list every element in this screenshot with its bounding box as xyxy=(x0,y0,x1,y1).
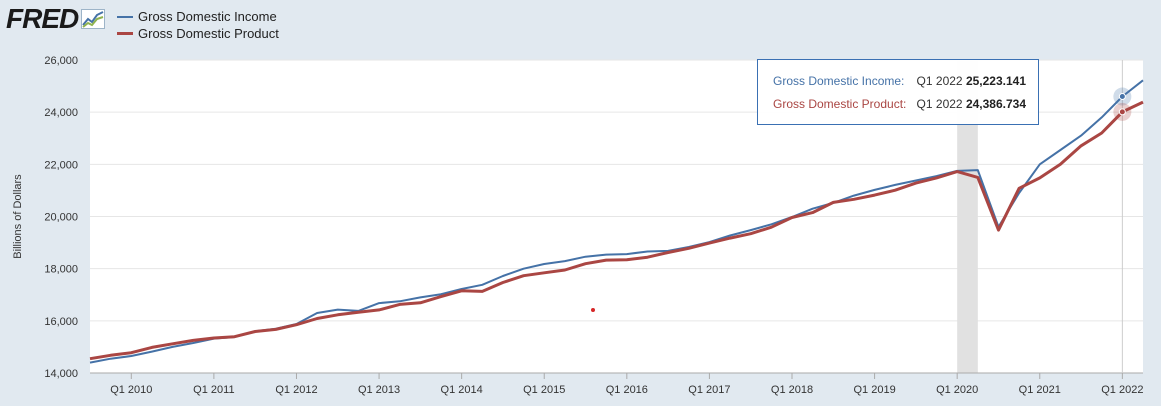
x-tick-label: Q1 2013 xyxy=(358,384,400,396)
x-tick-label: Q1 2012 xyxy=(275,384,317,396)
x-tick-label: Q1 2017 xyxy=(688,384,730,396)
y-tick-label: 22,000 xyxy=(44,159,78,171)
x-tick-label: Q1 2015 xyxy=(523,384,565,396)
hover-tooltip: Gross Domestic Income: Q1 2022 25,223.14… xyxy=(757,59,1039,125)
x-tick-label: Q1 2018 xyxy=(771,384,813,396)
chart-header: FRED Gross Domestic Income Gross Domesti… xyxy=(0,0,1161,56)
x-tick-label: Q1 2021 xyxy=(1019,384,1061,396)
tooltip-value-gdi: Q1 2022 25,223.141 xyxy=(917,74,1026,90)
hover-marker-gdp xyxy=(1118,108,1126,116)
recession-band xyxy=(957,60,978,373)
legend-swatch-gdi xyxy=(117,15,133,18)
fred-logo-text: FRED xyxy=(6,3,79,34)
y-tick-label: 24,000 xyxy=(44,107,78,119)
legend-swatch-gdp xyxy=(117,32,133,35)
fred-logo[interactable]: FRED xyxy=(6,3,106,34)
tooltip-period-gdp: Q1 2022 xyxy=(916,97,963,111)
stray-point xyxy=(591,308,595,312)
x-tick-label: Q1 2016 xyxy=(606,384,648,396)
y-tick-label: 18,000 xyxy=(44,264,78,276)
tooltip-row-gdi: Gross Domestic Income: Q1 2022 25,223.14… xyxy=(773,74,1026,90)
chart-legend: Gross Domestic Income Gross Domestic Pro… xyxy=(117,8,279,42)
fred-chart-icon xyxy=(81,9,106,29)
tooltip-label-gdi: Gross Domestic Income: xyxy=(773,74,905,88)
tooltip-period-gdi: Q1 2022 xyxy=(916,74,963,88)
tooltip-number-gdi: 25,223.141 xyxy=(965,74,1026,88)
x-tick-label: Q1 2011 xyxy=(193,384,234,396)
y-tick-label: 14,000 xyxy=(44,368,78,380)
x-tick-label: Q1 2010 xyxy=(110,384,152,396)
y-tick-label: 20,000 xyxy=(44,212,78,224)
tooltip-number-gdp: 24,386.734 xyxy=(965,97,1026,111)
tooltip-value-gdp: Q1 2022 24,386.734 xyxy=(917,97,1026,113)
y-tick-label: 16,000 xyxy=(44,316,78,328)
legend-item-gdp[interactable]: Gross Domestic Product xyxy=(117,25,279,42)
hover-marker-gdi xyxy=(1118,93,1126,101)
legend-item-gdi[interactable]: Gross Domestic Income xyxy=(117,8,279,25)
legend-label-gdi: Gross Domestic Income xyxy=(138,9,277,24)
x-tick-label: Q1 2020 xyxy=(936,384,978,396)
y-tick-label: 26,000 xyxy=(44,55,78,67)
y-axis-label: Billions of Dollars xyxy=(12,174,24,259)
x-tick-label: Q1 2019 xyxy=(853,384,895,396)
x-tick-label: Q1 2014 xyxy=(441,384,483,396)
legend-label-gdp: Gross Domestic Product xyxy=(138,26,279,41)
x-tick-label: Q1 2022 xyxy=(1101,384,1143,396)
tooltip-row-gdp: Gross Domestic Product: Q1 2022 24,386.7… xyxy=(773,97,1026,113)
tooltip-label-gdp: Gross Domestic Product: xyxy=(773,97,907,111)
series-line-gdp xyxy=(89,100,1144,361)
